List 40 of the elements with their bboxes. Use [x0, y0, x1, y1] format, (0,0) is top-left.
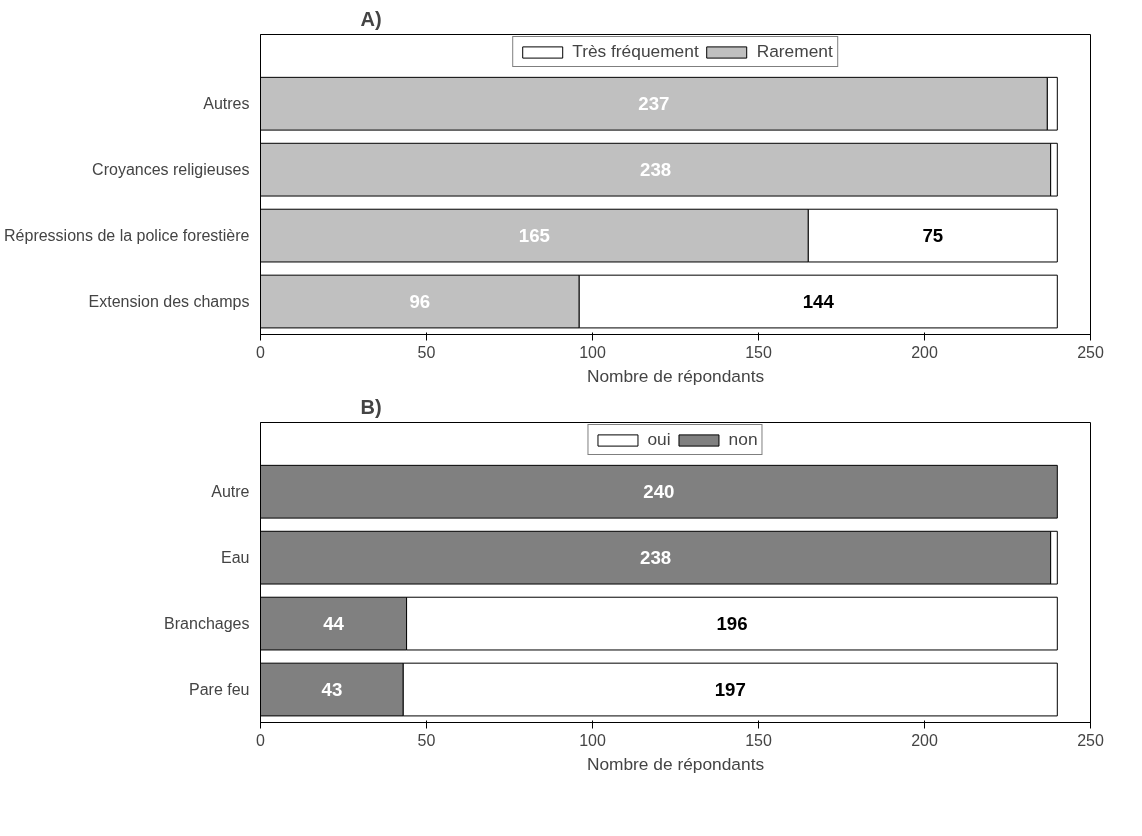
x-tick-label: 200	[911, 731, 938, 749]
x-tick-label: 0	[256, 343, 266, 361]
data-label: 238	[640, 159, 672, 181]
y-tick-label: Répressions de la police forestière	[4, 227, 250, 245]
legend-label: oui	[647, 429, 671, 450]
data-label: 96	[409, 291, 431, 313]
legend-label: Rarement	[756, 41, 833, 62]
data-label: 197	[714, 679, 746, 701]
y-tick-label: Extension des champs	[88, 293, 250, 311]
data-label: 238	[640, 547, 672, 569]
x-tick-label: 200	[911, 343, 938, 361]
x-tick-label: 250	[1077, 731, 1104, 749]
legend-label: non	[728, 429, 758, 450]
data-label: 144	[802, 291, 835, 313]
y-tick-label: Autre	[211, 483, 250, 501]
data-label: 165	[518, 225, 550, 247]
legend-label: Très fréquement	[572, 41, 699, 62]
x-tick-label: 0	[256, 731, 266, 749]
data-label: 44	[323, 613, 345, 635]
x-tick-label: 150	[745, 343, 772, 361]
y-tick-label: Autres	[203, 95, 250, 113]
chart-title: A)	[360, 7, 382, 30]
y-tick-label: Croyances religieuses	[92, 161, 250, 179]
data-label: 237	[638, 93, 670, 115]
x-axis-title: Nombre de répondants	[586, 753, 765, 774]
x-tick-label: 100	[579, 731, 606, 749]
data-label: 240	[643, 481, 675, 503]
y-tick-label: Branchages	[164, 615, 250, 633]
data-label: 196	[716, 613, 748, 635]
x-tick-label: 50	[417, 731, 436, 749]
y-tick-label: Eau	[221, 549, 250, 567]
x-tick-label: 150	[745, 731, 772, 749]
y-tick-label: Pare feu	[189, 681, 250, 699]
data-label: 43	[321, 679, 343, 701]
x-axis-title: Nombre de répondants	[586, 365, 765, 386]
data-label: 75	[922, 225, 944, 247]
x-tick-label: 250	[1077, 343, 1104, 361]
chart-title: B)	[360, 395, 382, 418]
x-tick-label: 50	[417, 343, 436, 361]
x-tick-label: 100	[579, 343, 606, 361]
